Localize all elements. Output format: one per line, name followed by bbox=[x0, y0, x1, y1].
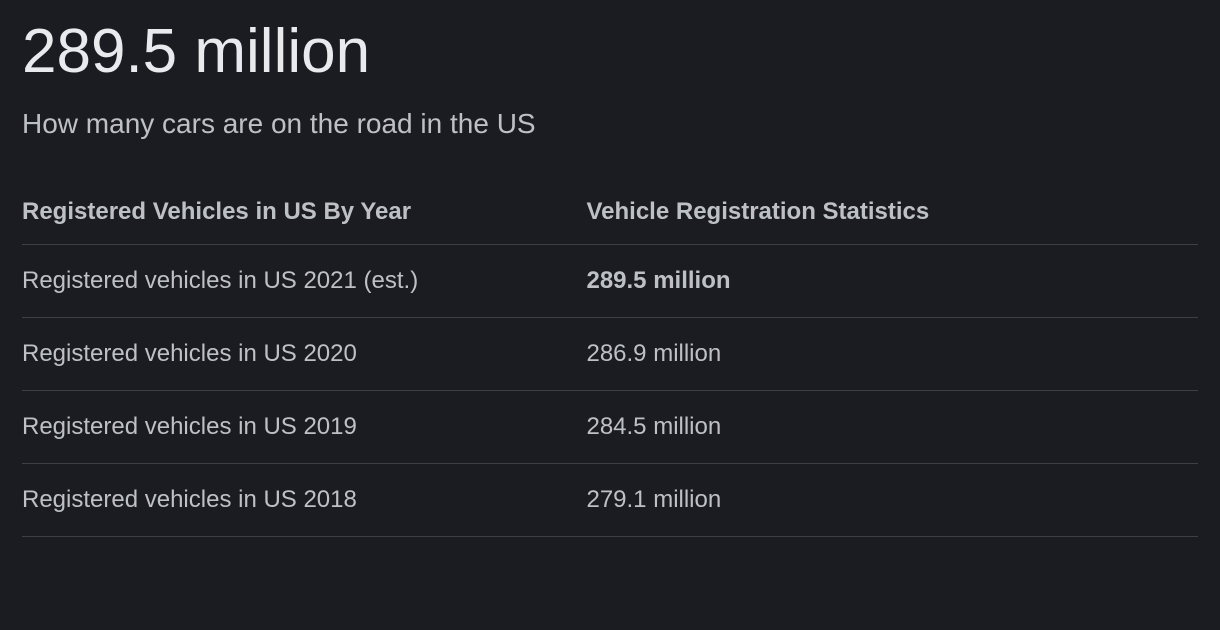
table-cell-value: 289.5 million bbox=[586, 245, 1198, 318]
table-cell-value: 286.9 million bbox=[586, 318, 1198, 391]
table-cell-label: Registered vehicles in US 2020 bbox=[22, 318, 586, 391]
headline-description: How many cars are on the road in the US bbox=[22, 108, 1198, 140]
table-row: Registered vehicles in US 2021 (est.)289… bbox=[22, 245, 1198, 318]
stats-table: Registered Vehicles in US By Year Vehicl… bbox=[22, 184, 1198, 537]
table-row: Registered vehicles in US 2019284.5 mill… bbox=[22, 391, 1198, 464]
table-row: Registered vehicles in US 2018279.1 mill… bbox=[22, 464, 1198, 537]
headline-stat: 289.5 million bbox=[22, 18, 1198, 86]
table-cell-label: Registered vehicles in US 2021 (est.) bbox=[22, 245, 586, 318]
table-cell-label: Registered vehicles in US 2019 bbox=[22, 391, 586, 464]
table-cell-value: 284.5 million bbox=[586, 391, 1198, 464]
table-body: Registered vehicles in US 2021 (est.)289… bbox=[22, 245, 1198, 537]
table-cell-value: 279.1 million bbox=[586, 464, 1198, 537]
table-cell-label: Registered vehicles in US 2018 bbox=[22, 464, 586, 537]
table-header-row: Registered Vehicles in US By Year Vehicl… bbox=[22, 184, 1198, 245]
table-header-stats: Vehicle Registration Statistics bbox=[586, 184, 1198, 245]
table-header-year: Registered Vehicles in US By Year bbox=[22, 184, 586, 245]
table-row: Registered vehicles in US 2020286.9 mill… bbox=[22, 318, 1198, 391]
